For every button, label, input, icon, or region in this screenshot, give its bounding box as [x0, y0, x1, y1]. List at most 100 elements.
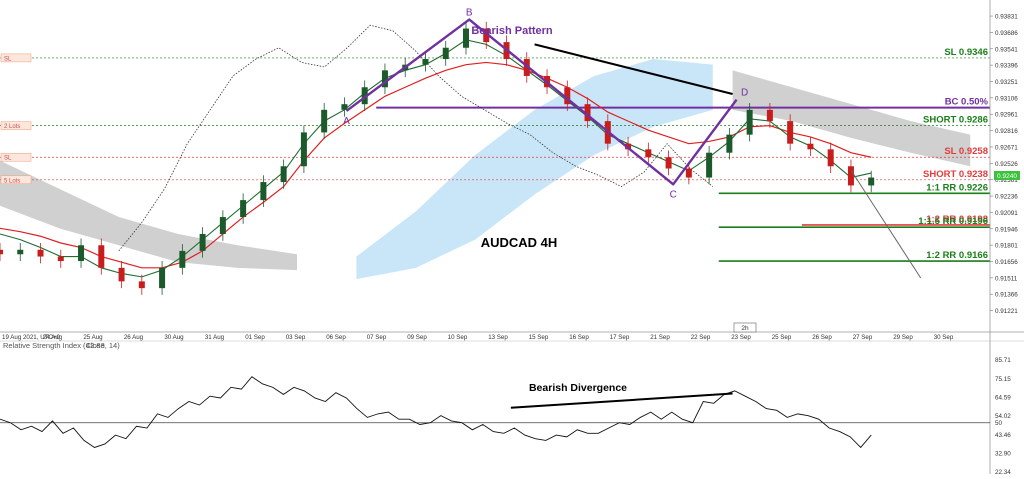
time-tick-label: 21 Sep	[650, 334, 670, 341]
pattern-line	[345, 18, 738, 186]
price-tick-label: 0.93251	[995, 79, 1018, 86]
candle-body	[240, 200, 247, 218]
rsi-title: Relative Strength Index (Close, 14)	[3, 341, 120, 350]
time-tick-label: 07 Sep	[367, 334, 387, 341]
level-label: 1:1 RR 0.9226	[926, 182, 988, 193]
price-tick-label: 0.91221	[995, 308, 1018, 315]
timeframe-label: 2h	[741, 325, 749, 332]
candle-body	[422, 59, 429, 65]
time-tick-label: 19 Aug 2021, UTC+0	[2, 334, 61, 341]
price-tick-label: 0.91946	[995, 226, 1018, 233]
divergence-line	[510, 392, 733, 409]
price-tick-label: 0.93106	[995, 95, 1018, 102]
candle-body	[462, 28, 469, 48]
price-tick-label: 0.93396	[995, 63, 1018, 70]
candle-body	[179, 250, 186, 268]
price-tick-label: 0.93831	[995, 14, 1018, 21]
price-tick-label: 0.92526	[995, 161, 1018, 168]
candle-body	[159, 267, 166, 289]
tenkan-sen-line	[0, 39, 872, 278]
time-tick-label: 30 Sep	[934, 334, 954, 341]
ichimoku-cloud-grey-left	[0, 160, 297, 271]
candle-body	[847, 166, 854, 186]
price-tick-label: 0.92961	[995, 112, 1018, 119]
candle-body	[37, 249, 44, 257]
price-tick-label: 0.93541	[995, 46, 1018, 53]
chikou-span-line	[118, 24, 714, 252]
time-tick-label: 23 Sep	[731, 334, 751, 341]
time-tick-label: 26 Sep	[812, 334, 832, 341]
time-tick-label: 29 Sep	[893, 334, 913, 341]
candle-body	[746, 109, 753, 135]
order-tag	[0, 152, 32, 162]
time-tick-label: 09 Sep	[407, 334, 427, 341]
time-tick-label: 01 Sep	[245, 334, 265, 341]
pattern-title: Bearish Pattern	[471, 25, 553, 37]
rsi-tick-label: 85.71	[995, 357, 1011, 364]
price-tick-label: 0.92671	[995, 144, 1018, 151]
projection-line	[850, 170, 922, 279]
level-label: SL 0.9258	[944, 146, 988, 157]
level-label: 1:1.5 RR 0.9196	[918, 216, 988, 227]
price-tick-label: 0.91801	[995, 243, 1018, 250]
candle-body	[483, 28, 490, 43]
time-tick-label: 15 Sep	[529, 334, 549, 341]
order-tag-label: SL	[4, 156, 12, 162]
rsi-tick-label: 43.46	[995, 432, 1011, 439]
rsi-tick-label: 50	[995, 420, 1003, 427]
rsi-tick-label: 64.59	[995, 394, 1011, 401]
order-tag-label: 5 Lots	[4, 178, 20, 184]
time-tick-label: 27 Sep	[853, 334, 873, 341]
candle-body	[260, 182, 267, 201]
resistance-trendline	[534, 43, 733, 95]
time-tick-label: 13 Sep	[488, 334, 508, 341]
time-tick-label: 06 Sep	[326, 334, 346, 341]
rsi-tick-label: 54.02	[995, 413, 1011, 420]
time-tick-label: 22 Sep	[691, 334, 711, 341]
candle-body	[219, 217, 226, 234]
time-tick-label: 24 Aug	[43, 334, 63, 341]
price-tick-label: 0.92091	[995, 210, 1018, 217]
time-tick-label: 03 Sep	[286, 334, 306, 341]
time-tick-label: 31 Aug	[205, 334, 225, 341]
price-tick-label: 0.92236	[995, 194, 1018, 201]
rsi-current-value: 42.83	[86, 341, 105, 350]
candle-body	[98, 245, 105, 268]
candle-body	[645, 149, 652, 158]
candle-body	[827, 149, 834, 167]
price-tick-label: 0.92381	[995, 177, 1018, 184]
time-tick-label: 30 Aug	[164, 334, 184, 341]
candle-body	[361, 87, 368, 105]
price-tick-label: 0.93686	[995, 30, 1018, 37]
candle-body	[766, 109, 773, 122]
order-tag	[0, 53, 32, 63]
time-tick-label: 17 Sep	[610, 334, 630, 341]
rsi-tick-label: 75.15	[995, 376, 1011, 383]
rsi-annotation: Bearish Divergence	[529, 382, 627, 394]
candle-body	[17, 249, 24, 255]
rsi-tick-label: 22.34	[995, 469, 1011, 474]
candle-body	[665, 157, 672, 169]
order-tag	[0, 121, 32, 130]
candle-body	[584, 104, 591, 122]
candle-body	[726, 134, 733, 153]
level-label: SHORT 0.9238	[923, 169, 988, 180]
order-tag-label: 2 Lots	[4, 124, 20, 130]
current-price-box: 0.9240	[994, 171, 1020, 180]
price-tick-label: 0.92816	[995, 128, 1018, 135]
level-label: 1:2 RR 0.9166	[926, 250, 988, 261]
candle-body	[564, 87, 571, 105]
candle-body	[138, 281, 145, 289]
candle-body	[381, 70, 388, 88]
candle-body	[57, 256, 64, 262]
candle-body	[706, 152, 713, 178]
candle-body	[300, 132, 307, 167]
rsi-tick-label: 32.90	[995, 450, 1011, 457]
candle-body	[868, 177, 875, 186]
pattern-point-label: D	[741, 88, 748, 99]
level-label: SL 0.9346	[944, 47, 988, 58]
pattern-point-label: B	[466, 8, 473, 19]
kijun-sen-line	[0, 61, 872, 269]
chart-title: AUDCAD 4H	[481, 235, 558, 250]
